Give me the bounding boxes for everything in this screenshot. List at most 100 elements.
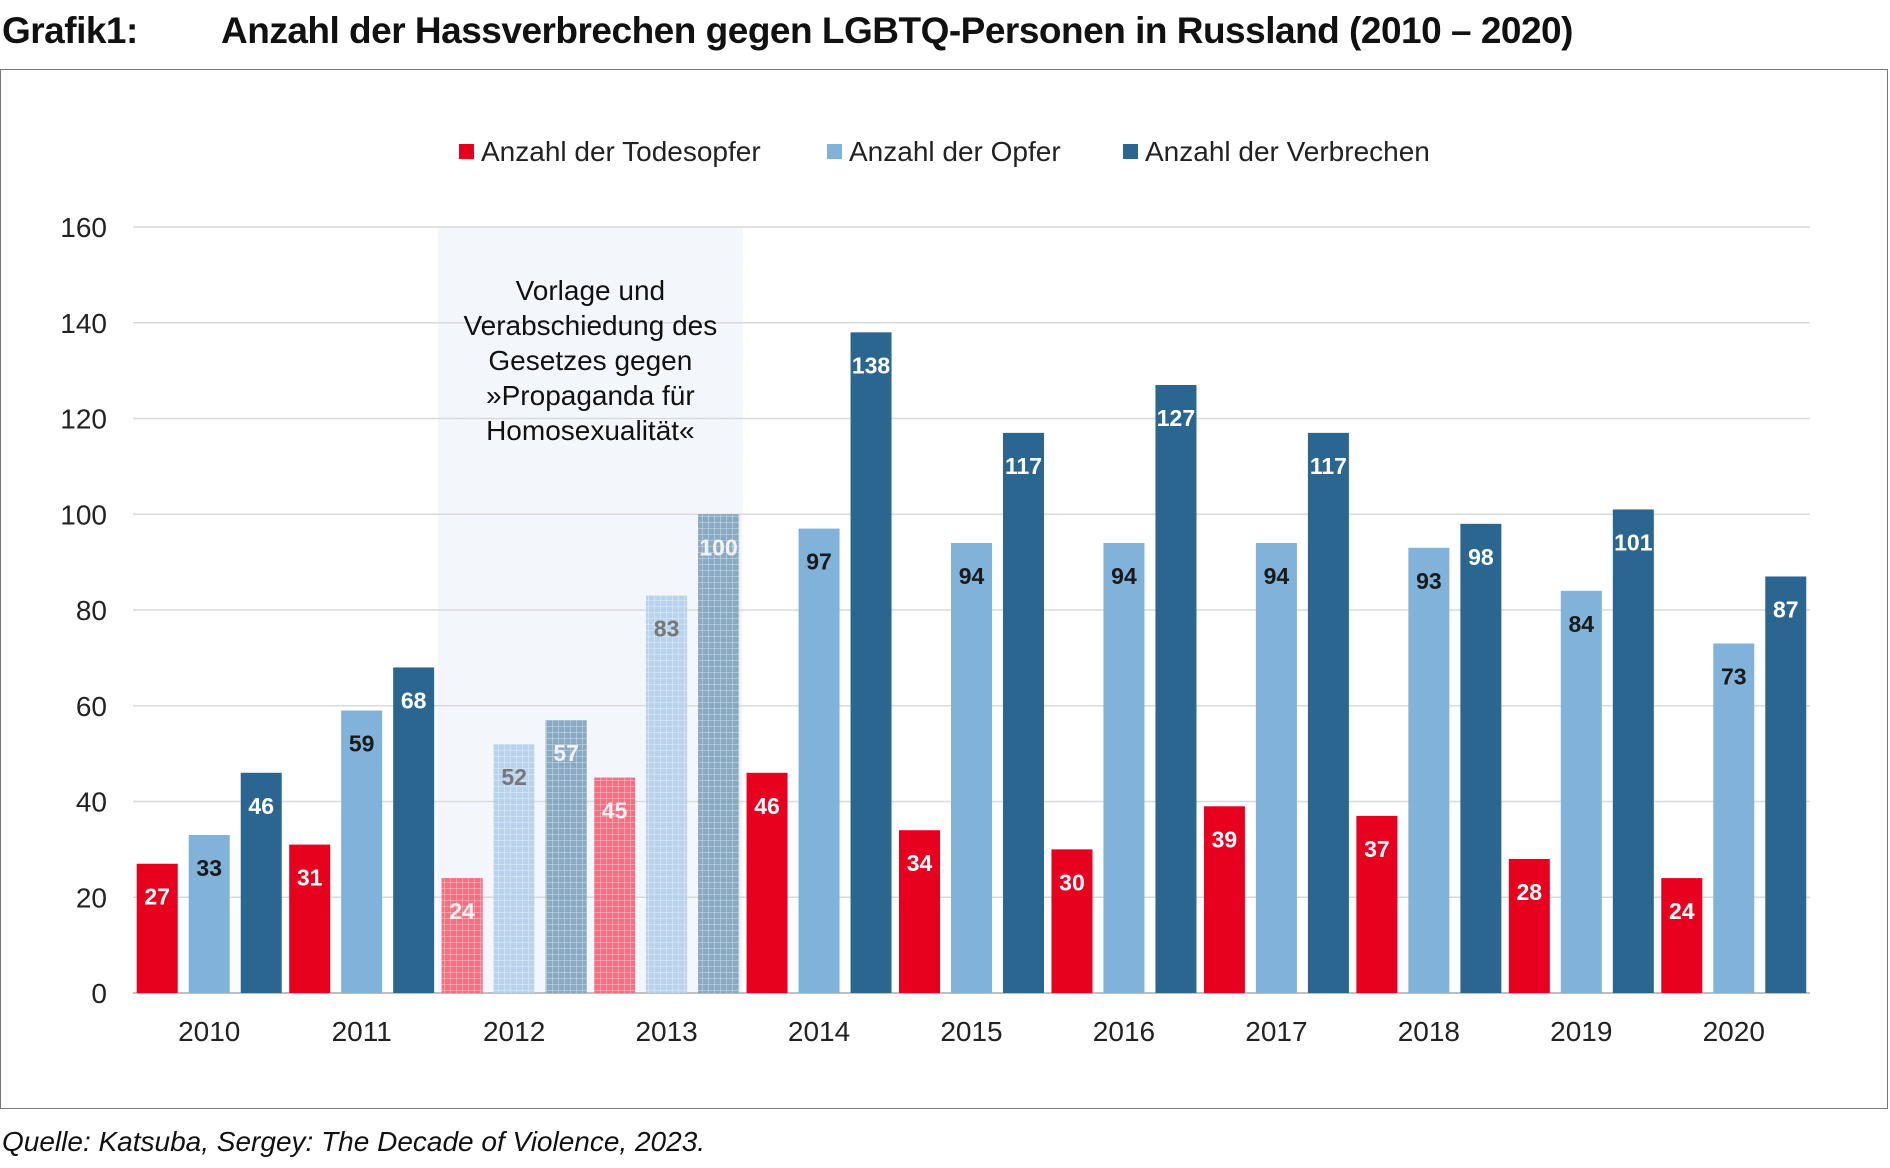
data-label: 117 <box>1310 453 1347 479</box>
bar <box>1713 643 1755 993</box>
legend-label: Anzahl der Verbrechen <box>1145 136 1430 167</box>
data-label: 24 <box>1669 898 1695 924</box>
data-label: 46 <box>754 793 780 819</box>
y-tick-label: 40 <box>76 787 107 818</box>
y-tick-label: 120 <box>60 404 107 435</box>
annotation-text: Homosexualität« <box>486 415 695 446</box>
legend-label: Anzahl der Todesopfer <box>481 136 761 167</box>
annotation-text: »Propaganda für <box>486 380 695 411</box>
chart-title: Anzahl der Hassverbrechen gegen LGBTQ-Pe… <box>221 10 1573 51</box>
y-tick-label: 100 <box>60 499 107 530</box>
data-label: 101 <box>1614 529 1653 555</box>
data-label: 68 <box>401 687 427 713</box>
bar-hatch <box>493 744 535 993</box>
bar <box>1356 815 1398 993</box>
bar <box>899 830 940 993</box>
data-label: 45 <box>602 798 628 824</box>
data-label: 87 <box>1773 596 1799 622</box>
bar <box>850 332 892 993</box>
data-label: 97 <box>806 549 832 575</box>
legend-swatch <box>827 144 842 159</box>
bar-hatch <box>545 720 587 993</box>
bar <box>1051 849 1093 993</box>
data-label: 27 <box>144 884 170 910</box>
bar <box>746 772 788 993</box>
bar <box>1203 806 1245 993</box>
data-label: 39 <box>1212 826 1238 852</box>
data-label: 83 <box>654 616 680 642</box>
bar-hatch <box>646 595 688 993</box>
annotation-text: Gesetzes gegen <box>488 345 692 376</box>
x-tick-label: 2013 <box>635 1016 697 1047</box>
data-label: 59 <box>349 731 375 757</box>
legend-swatch <box>459 144 474 159</box>
x-tick-label: 2014 <box>788 1016 850 1047</box>
bar <box>393 667 435 993</box>
bar-hatch <box>594 777 636 993</box>
x-tick-label: 2012 <box>483 1016 545 1047</box>
data-label: 73 <box>1721 664 1747 690</box>
source-note: Quelle: Katsuba, Sergey: The Decade of V… <box>2 1126 706 1157</box>
bar-hatch <box>698 514 740 993</box>
y-tick-label: 20 <box>76 882 107 913</box>
data-label: 94 <box>1111 563 1137 589</box>
data-label: 30 <box>1059 869 1085 895</box>
x-tick-label: 2010 <box>178 1016 240 1047</box>
x-tick-label: 2016 <box>1093 1016 1155 1047</box>
data-label: 52 <box>501 764 527 790</box>
bar <box>136 863 178 993</box>
bar <box>1612 509 1654 993</box>
x-tick-label: 2011 <box>332 1016 392 1047</box>
data-label: 94 <box>959 563 985 589</box>
y-tick-label: 0 <box>91 978 107 1009</box>
data-label: 33 <box>196 855 222 881</box>
bar <box>1103 542 1145 993</box>
y-tick-label: 140 <box>60 308 107 339</box>
x-tick-label: 2020 <box>1703 1016 1765 1047</box>
data-label: 127 <box>1157 405 1195 431</box>
bar-hatch <box>441 878 483 993</box>
bar <box>1661 878 1703 993</box>
bar <box>1155 384 1197 993</box>
bar <box>951 542 992 993</box>
chart-frame <box>0 69 1888 1109</box>
data-label: 24 <box>449 898 475 924</box>
data-label: 37 <box>1364 836 1390 862</box>
bar <box>1460 523 1502 993</box>
data-label: 98 <box>1468 544 1494 570</box>
legend-label: Anzahl der Opfer <box>849 136 1061 167</box>
y-tick-label: 60 <box>76 691 107 722</box>
data-label: 117 <box>1005 453 1042 479</box>
data-label: 93 <box>1416 568 1442 594</box>
data-label: 31 <box>297 865 323 891</box>
bar <box>1307 432 1349 993</box>
y-tick-label: 80 <box>76 595 107 626</box>
bar <box>341 710 383 993</box>
x-tick-label: 2017 <box>1245 1016 1307 1047</box>
data-label: 94 <box>1264 563 1290 589</box>
bar <box>798 528 840 993</box>
data-label: 84 <box>1569 611 1595 637</box>
data-label: 100 <box>699 534 737 560</box>
bar <box>1765 576 1807 993</box>
bar <box>1560 590 1602 993</box>
bar <box>188 835 230 993</box>
bar <box>1508 858 1550 993</box>
x-tick-label: 2015 <box>940 1016 1002 1047</box>
bar <box>1255 542 1297 993</box>
figure-label: Grafik1: <box>2 10 138 51</box>
bar <box>289 844 331 993</box>
data-label: 138 <box>852 352 891 378</box>
bar <box>1003 432 1044 993</box>
x-tick-label: 2019 <box>1550 1016 1612 1047</box>
data-label: 57 <box>553 740 579 766</box>
annotation-text: Vorlage und <box>516 275 665 306</box>
data-label: 28 <box>1517 879 1543 905</box>
bar <box>240 772 282 993</box>
data-label: 46 <box>248 793 274 819</box>
y-tick-label: 160 <box>60 212 107 243</box>
x-tick-label: 2018 <box>1398 1016 1460 1047</box>
data-label: 34 <box>907 850 933 876</box>
annotation-text: Verabschiedung des <box>463 310 717 341</box>
